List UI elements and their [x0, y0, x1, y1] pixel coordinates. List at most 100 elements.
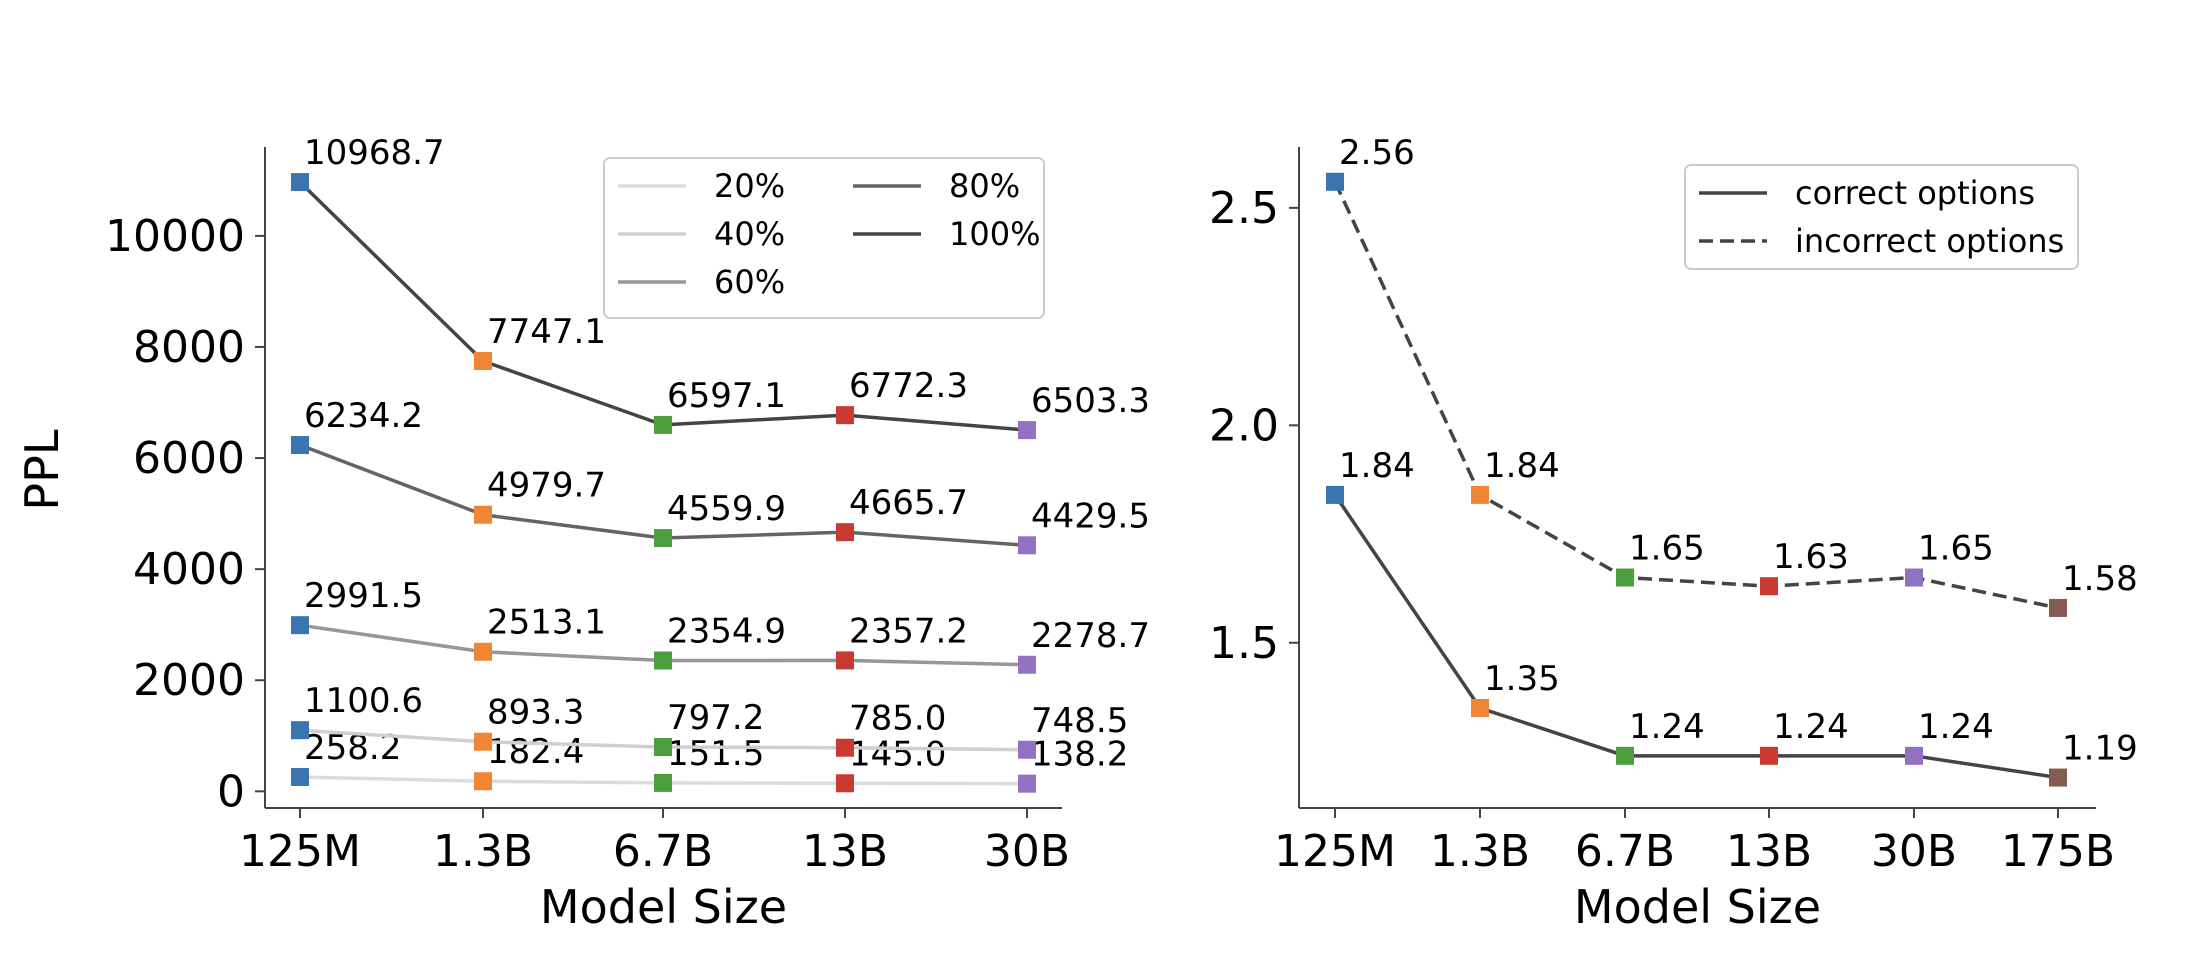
- data-label: 1.24: [1918, 707, 1994, 747]
- data-label: 1.84: [1339, 446, 1415, 486]
- series-line: [1333, 493, 2059, 780]
- data-point-marker: [654, 738, 672, 757]
- y-tick-label: 6000: [133, 433, 245, 484]
- data-label: 6234.2: [304, 396, 423, 436]
- data-label: 4429.5: [1031, 496, 1150, 536]
- data-label: 2354.9: [667, 612, 786, 652]
- data-point-marker: [1905, 568, 1923, 587]
- data-point-marker: [1616, 746, 1634, 765]
- data-label: 1.24: [1629, 707, 1705, 747]
- y-tick-label: 8000: [133, 322, 245, 373]
- x-tick-label: 30B: [1871, 826, 1957, 877]
- data-label: 151.5: [667, 734, 764, 774]
- data-point-marker: [1905, 746, 1923, 765]
- data-label: 1.58: [2062, 559, 2138, 599]
- data-label: 10968.7: [304, 133, 445, 173]
- legend-label: 20%: [714, 167, 785, 205]
- data-label: 1.35: [1484, 659, 1560, 699]
- ppl-chart: 0 2000 4000 6000 8000 10000 125M 1.3B 6.7B 13B 30B…: [15, 133, 1150, 934]
- y-tick-label: 2000: [133, 655, 245, 706]
- data-point-marker: [474, 505, 492, 524]
- data-label: 2278.7: [1031, 616, 1150, 656]
- data-point-marker: [291, 173, 309, 192]
- y-tick-label: 10000: [105, 211, 245, 262]
- data-point-marker: [291, 616, 309, 635]
- data-label: 1.24: [1773, 707, 1849, 747]
- data-label: 6597.1: [667, 376, 786, 416]
- data-point-marker: [654, 773, 672, 792]
- legend-label: incorrect options: [1795, 222, 2064, 260]
- data-point-marker: [836, 774, 854, 793]
- data-point-marker: [654, 529, 672, 548]
- data-point-marker: [474, 772, 492, 791]
- data-label: 893.3: [487, 693, 584, 733]
- options-chart: 1.5 2.0 2.5 125M 1.3B 6.7B 13B 30B 175B Model Siz…: [1209, 133, 2138, 934]
- legend-frame: [1684, 164, 2079, 270]
- data-point-marker: [291, 721, 309, 740]
- legend-label: 80%: [949, 167, 1020, 205]
- x-tick-label: 1.3B: [1430, 826, 1530, 877]
- data-label: 4559.9: [667, 489, 786, 529]
- data-label: 6772.3: [849, 366, 968, 406]
- y-tick-label: 2.0: [1209, 400, 1279, 451]
- data-label: 2513.1: [487, 603, 606, 643]
- data-label: 4665.7: [849, 483, 968, 523]
- data-point-marker: [1018, 655, 1036, 674]
- y-tick-label: 4000: [133, 544, 245, 595]
- y-axis-title: PPL: [15, 429, 69, 510]
- data-label: 1.19: [2062, 729, 2138, 769]
- x-tick-label: 13B: [1726, 826, 1812, 877]
- x-tick-label: 125M: [1274, 826, 1396, 877]
- data-label: 1.65: [1918, 529, 1994, 569]
- x-tick-label: 125M: [239, 826, 361, 877]
- data-point-marker: [1616, 568, 1634, 587]
- data-label: 6503.3: [1031, 381, 1150, 421]
- y-tick-label: 0: [217, 766, 245, 817]
- series-line: [1333, 181, 2059, 610]
- data-point-marker: [474, 352, 492, 371]
- data-point-marker: [1471, 485, 1489, 504]
- data-point-marker: [836, 523, 854, 542]
- data-point-marker: [2049, 598, 2067, 617]
- x-tick-label: 1.3B: [433, 826, 533, 877]
- data-point-marker: [836, 738, 854, 757]
- data-point-marker: [1326, 172, 1344, 191]
- data-label: 2.56: [1339, 133, 1415, 173]
- data-label: 2357.2: [849, 611, 968, 651]
- data-point-marker: [1018, 740, 1036, 759]
- data-label: 797.2: [667, 698, 764, 738]
- data-label: 145.0: [849, 734, 946, 774]
- data-point-marker: [836, 651, 854, 670]
- data-label: 4979.7: [487, 466, 606, 506]
- data-label: 2991.5: [304, 576, 423, 616]
- x-axis-title: Model Size: [540, 880, 787, 934]
- data-label: 1.65: [1629, 529, 1705, 569]
- legend-label: 60%: [714, 263, 785, 301]
- data-point-marker: [836, 406, 854, 425]
- legend-label: 100%: [949, 215, 1040, 253]
- data-point-marker: [654, 415, 672, 434]
- data-point-marker: [1018, 536, 1036, 555]
- x-tick-label: 6.7B: [613, 826, 713, 877]
- data-point-marker: [291, 436, 309, 455]
- x-tick-label: 175B: [2001, 826, 2115, 877]
- x-tick-label: 13B: [802, 826, 888, 877]
- y-tick-label: 1.5: [1209, 618, 1279, 669]
- ppl-legend: 20% 40% 60% 80% 100%: [603, 157, 1045, 319]
- x-tick-label: 6.7B: [1575, 826, 1675, 877]
- data-point-marker: [1018, 774, 1036, 793]
- data-point-marker: [1760, 577, 1778, 596]
- data-label: 748.5: [1031, 701, 1128, 741]
- data-point-marker: [1326, 485, 1344, 504]
- data-label: 1100.6: [304, 681, 423, 721]
- legend-label: correct options: [1795, 174, 2035, 212]
- data-label: 1.84: [1484, 446, 1560, 486]
- legend-frame: [603, 157, 1045, 319]
- data-point-marker: [1471, 698, 1489, 717]
- x-tick-label: 30B: [984, 826, 1070, 877]
- legend-label: 40%: [714, 215, 785, 253]
- data-point-marker: [474, 642, 492, 661]
- data-label: 1.63: [1773, 537, 1849, 577]
- data-label: 785.0: [849, 699, 946, 739]
